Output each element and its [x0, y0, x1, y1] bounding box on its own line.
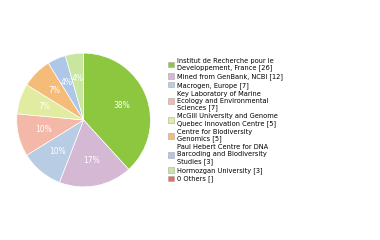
- Wedge shape: [27, 63, 84, 120]
- Text: 7%: 7%: [48, 86, 60, 95]
- Wedge shape: [48, 56, 84, 120]
- Text: 17%: 17%: [83, 156, 100, 165]
- Legend: Institut de Recherche pour le
Developpement, France [26], Mined from GenBank, NC: Institut de Recherche pour le Developpem…: [167, 57, 283, 183]
- Wedge shape: [27, 120, 84, 182]
- Text: 4%: 4%: [72, 74, 84, 84]
- Wedge shape: [17, 114, 84, 155]
- Text: 10%: 10%: [49, 147, 65, 156]
- Wedge shape: [59, 120, 129, 187]
- Text: 38%: 38%: [114, 101, 131, 109]
- Text: 7%: 7%: [38, 102, 50, 111]
- Text: 10%: 10%: [35, 125, 52, 134]
- Wedge shape: [17, 85, 84, 120]
- Wedge shape: [84, 53, 150, 169]
- Text: 4%: 4%: [61, 78, 73, 87]
- Wedge shape: [65, 53, 84, 120]
